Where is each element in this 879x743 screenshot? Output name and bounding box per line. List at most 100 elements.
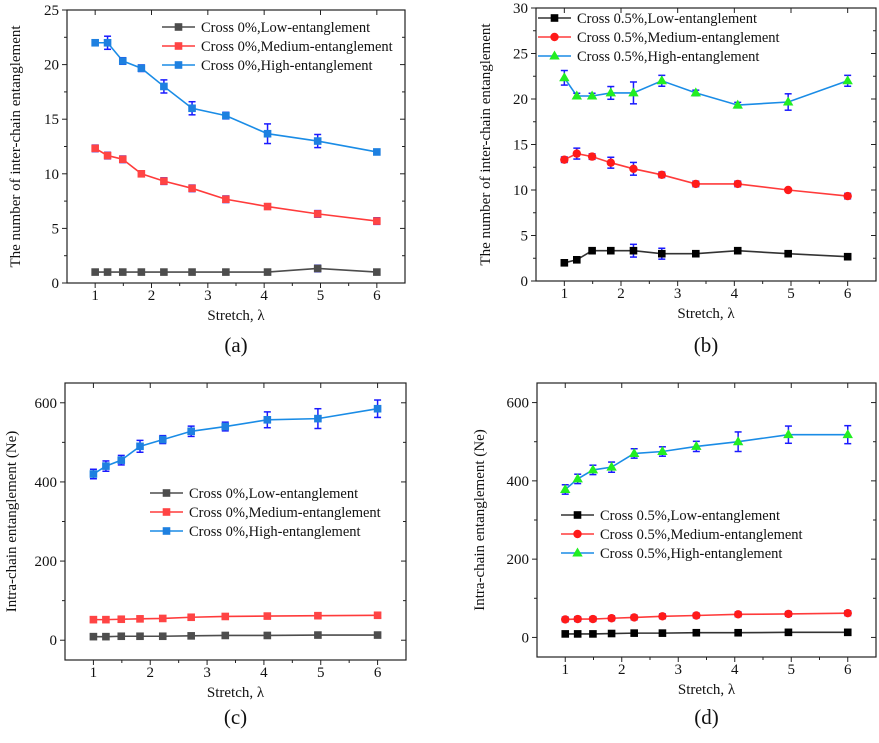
data-point xyxy=(117,456,126,464)
data-point xyxy=(589,630,597,638)
data-point xyxy=(188,268,196,276)
legend-label: Cross 0%,High-entanglement xyxy=(201,58,373,74)
data-point xyxy=(561,615,570,624)
panel-label: (b) xyxy=(694,333,719,357)
data-point xyxy=(692,628,701,637)
data-point xyxy=(843,628,852,637)
data-point xyxy=(629,613,639,622)
data-point xyxy=(314,611,322,620)
data-point xyxy=(571,90,582,100)
legend-entry: Cross 0%,Low-entanglement xyxy=(162,20,370,36)
data-point xyxy=(588,614,598,624)
series-medium xyxy=(91,144,381,226)
panel-label: (d) xyxy=(694,705,719,729)
data-point xyxy=(606,461,617,471)
data-point xyxy=(187,427,195,436)
x-tick-label: 6 xyxy=(844,662,852,678)
data-point xyxy=(222,268,230,276)
x-tick-label: 4 xyxy=(260,288,268,304)
series-high xyxy=(560,424,853,495)
legend-entry: Cross 0.5%,Medium-entanglement xyxy=(538,30,780,46)
x-tick-label: 2 xyxy=(618,662,626,678)
series-line xyxy=(94,147,377,222)
x-tick-label: 2 xyxy=(148,288,156,304)
data-point xyxy=(587,464,599,474)
data-point xyxy=(784,628,793,637)
data-point xyxy=(221,631,230,640)
series-medium xyxy=(89,611,382,624)
x-tick-label: 3 xyxy=(203,665,211,681)
data-point xyxy=(158,435,167,444)
legend-marker xyxy=(550,14,559,22)
data-point xyxy=(137,170,146,178)
data-point xyxy=(561,630,570,638)
data-point xyxy=(842,429,853,439)
y-axis-label: The number of inter-chain entanglement xyxy=(478,23,494,266)
series-line xyxy=(563,77,848,106)
data-point xyxy=(160,177,168,185)
data-point xyxy=(690,87,701,97)
data-point xyxy=(559,72,570,82)
data-point xyxy=(158,614,167,623)
legend-marker xyxy=(573,529,582,539)
data-point xyxy=(373,404,382,413)
series-high xyxy=(89,399,382,480)
y-tick-label: 600 xyxy=(507,396,530,412)
legend-label: Cross 0%,Low-entanglement xyxy=(201,20,370,36)
data-point xyxy=(103,151,112,160)
data-point xyxy=(103,38,112,47)
data-point xyxy=(103,268,112,276)
series-line xyxy=(95,41,377,153)
data-point xyxy=(188,184,196,193)
data-point xyxy=(373,268,381,276)
data-point xyxy=(102,632,110,641)
data-point xyxy=(222,111,230,120)
chart-panel-a: 1 2 3 4 5 6 0 5 10 15 20 25 Stretch, λ The number of … xyxy=(8,3,406,357)
data-point xyxy=(732,99,743,109)
y-tick-label: 10 xyxy=(44,167,59,183)
x-tick-label: 5 xyxy=(317,288,325,304)
data-point xyxy=(691,440,702,450)
data-point xyxy=(373,148,381,156)
series-low xyxy=(560,243,852,267)
legend-marker xyxy=(573,511,582,519)
y-tick-label: 30 xyxy=(513,1,528,17)
y-tick-label: 200 xyxy=(35,554,58,570)
data-point xyxy=(573,630,582,638)
data-point xyxy=(656,75,667,85)
data-point xyxy=(188,104,196,113)
y-tick-label: 0 xyxy=(52,276,60,292)
legend-marker xyxy=(572,547,583,557)
x-axis-label: Stretch, λ xyxy=(207,308,265,324)
legend-entry: Cross 0.5%,High-entanglement xyxy=(561,546,782,562)
legend-marker xyxy=(162,489,171,497)
x-tick-label: 6 xyxy=(844,286,852,302)
legend-marker xyxy=(174,23,183,31)
series-line xyxy=(93,634,378,638)
x-tick-label: 1 xyxy=(90,665,98,681)
data-point xyxy=(606,158,615,167)
y-tick-label: 400 xyxy=(507,474,530,490)
data-point xyxy=(160,268,168,276)
y-tick-label: 5 xyxy=(52,221,60,237)
data-point xyxy=(313,264,322,273)
x-tick-label: 4 xyxy=(260,665,268,681)
data-point xyxy=(373,217,381,225)
legend-label: Cross 0%,Medium-entanglement xyxy=(201,39,393,55)
x-tick-label: 1 xyxy=(562,662,570,678)
legend-entry: Cross 0%,High-entanglement xyxy=(162,58,373,74)
data-point xyxy=(572,473,583,483)
data-point xyxy=(607,614,616,623)
data-point xyxy=(628,87,639,97)
legend-marker xyxy=(162,527,171,535)
x-axis-label: Stretch, λ xyxy=(207,685,265,701)
data-point xyxy=(783,185,793,195)
legend-entry: Cross 0%,Medium-entanglement xyxy=(162,39,393,55)
legend-entry: Cross 0.5%,High-entanglement xyxy=(538,49,759,65)
chart-panel-c: 1 2 3 4 5 6 0 200 400 600 Stretch, λ Intra-chain en… xyxy=(4,382,407,729)
data-point xyxy=(117,632,126,641)
series-low xyxy=(91,264,381,276)
x-tick-label: 1 xyxy=(91,288,99,304)
data-point xyxy=(117,615,126,624)
data-point xyxy=(118,268,127,276)
